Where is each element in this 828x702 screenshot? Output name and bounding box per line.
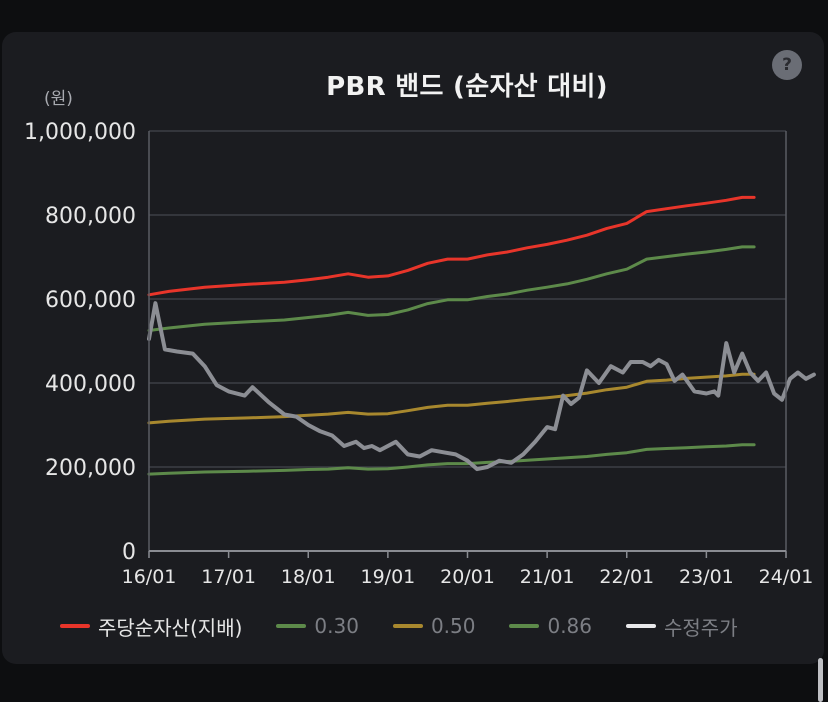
axis-frame: [148, 131, 787, 552]
y-tick-label: 800,000: [45, 204, 136, 229]
y-unit-label: (원): [44, 89, 73, 109]
legend-label: 0.50: [430, 614, 476, 638]
x-tick-label: 24/01: [759, 566, 814, 588]
x-tick-label: 23/01: [679, 566, 734, 588]
y-tick-label: 0: [122, 540, 136, 565]
x-tick-label: 22/01: [599, 566, 654, 588]
x-tick-label: 17/01: [201, 566, 256, 588]
legend-swatch: [60, 624, 90, 628]
chart-legend: 주당순자산(지배) 0.30 0.50 0.86 수정주가: [60, 612, 772, 640]
chart-card: [2, 32, 824, 664]
y-axis-ticks: 0 200,000 400,000 600,000 800,000 1,000,000: [24, 120, 136, 565]
help-icon[interactable]: ?: [772, 50, 802, 80]
x-tick-label: 20/01: [440, 566, 495, 588]
legend-swatch: [392, 624, 423, 628]
legend-swatch: [626, 624, 656, 628]
chart-title: PBR 밴드 (순자산 대비): [326, 72, 608, 102]
series-line-4: [147, 301, 816, 472]
y-tick-label: 600,000: [45, 288, 136, 313]
x-axis-ticks: 16/01 17/01 18/01 19/01 20/01 21/01 22/01 23/01…: [122, 551, 814, 588]
x-tick-label: 21/01: [520, 566, 575, 588]
x-tick-label: 18/01: [281, 566, 336, 588]
y-tick-label: 400,000: [45, 372, 136, 397]
y-tick-label: 200,000: [45, 456, 136, 481]
legend-item[interactable]: 0.86: [509, 614, 592, 638]
series-line-3: [147, 245, 756, 332]
legend-label: 0.86: [547, 614, 592, 638]
x-tick-label: 16/01: [122, 566, 177, 588]
x-tick-label: 19/01: [360, 566, 415, 588]
legend-item[interactable]: 주당순자산(지배): [60, 612, 242, 641]
legend-swatch: [509, 624, 540, 628]
series-line-0: [147, 195, 756, 297]
legend-label: 0.30: [314, 614, 359, 638]
legend-item[interactable]: 수정주가: [626, 612, 738, 641]
y-tick-label: 1,000,000: [24, 120, 136, 145]
series-layer: [147, 195, 816, 476]
scrollbar[interactable]: [818, 658, 823, 702]
legend-swatch: [276, 624, 307, 628]
series-line-1: [147, 443, 756, 476]
legend-label: 수정주가: [664, 615, 738, 640]
legend-item[interactable]: 0.30: [276, 614, 359, 638]
legend-item[interactable]: 0.50: [392, 614, 476, 638]
legend-label: 주당순자산(지배): [98, 615, 243, 640]
series-line-2: [147, 372, 756, 425]
